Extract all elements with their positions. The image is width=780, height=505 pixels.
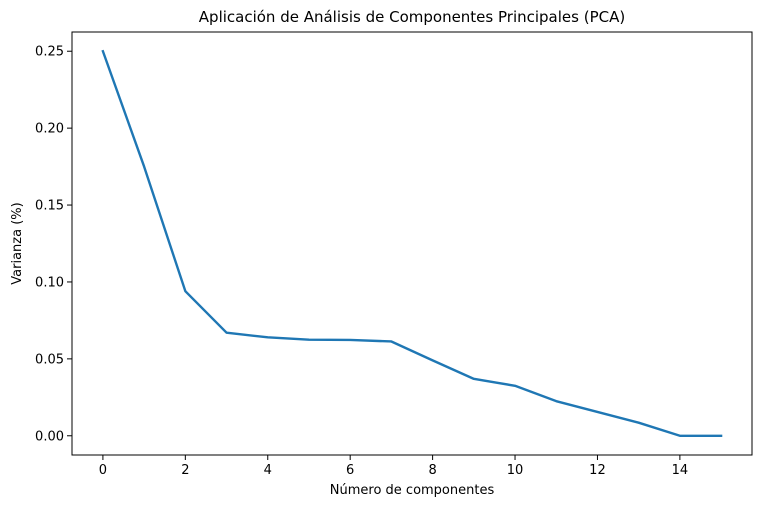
y-tick-label: 0.25 [35, 45, 64, 60]
chart-title: Aplicación de Análisis de Componentes Pr… [199, 8, 625, 26]
plot-area [72, 32, 752, 455]
x-tick-label: 12 [589, 463, 606, 478]
x-tick-label: 14 [672, 463, 689, 478]
y-tick-label: 0.00 [35, 429, 64, 444]
y-ticks: 0.00 0.05 0.10 0.15 0.20 0.25 [35, 45, 72, 444]
x-tick-label: 10 [507, 463, 524, 478]
x-tick-label: 6 [346, 463, 354, 478]
y-tick-label: 0.05 [35, 352, 64, 367]
x-tick-label: 8 [428, 463, 436, 478]
y-tick-label: 0.10 [35, 275, 64, 290]
x-tick-label: 4 [264, 463, 272, 478]
x-ticks: 0 2 4 6 8 10 12 14 [99, 455, 688, 478]
y-tick-label: 0.20 [35, 122, 64, 137]
x-axis-label: Número de componentes [330, 483, 495, 498]
plot-frame [71, 31, 753, 456]
x-tick-label: 0 [99, 463, 107, 478]
x-tick-label: 2 [181, 463, 189, 478]
y-tick-label: 0.15 [35, 199, 64, 214]
series-line [101, 49, 723, 437]
series-layer [101, 49, 723, 437]
y-axis-label: Varianza (%) [10, 202, 25, 284]
